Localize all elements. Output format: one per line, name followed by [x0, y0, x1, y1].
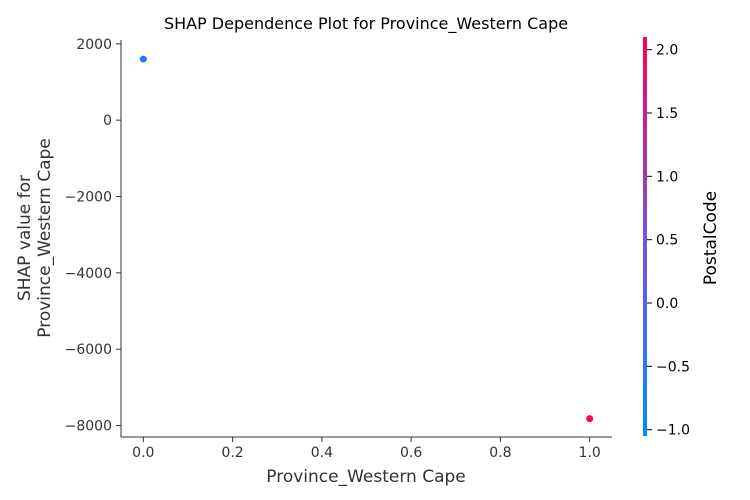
x-tick-label: 1.0: [579, 445, 601, 461]
y-axis-label-line-1: SHAP value for: [15, 175, 35, 301]
colorbar-tick-label: 0.5: [656, 233, 678, 249]
colorbar-ticks: 2.0 1.5 1.0 0.5 0.0 −0.5 −1.0: [647, 43, 690, 439]
x-tick-label: 0.8: [489, 445, 511, 461]
scatter-point: [586, 415, 594, 423]
y-ticks: 2000 0 −2000 −4000 −6000 −8000: [65, 37, 121, 435]
colorbar-tick-label: 2.0: [656, 43, 678, 59]
y-tick-label: −4000: [65, 266, 112, 282]
colorbar-label: PostalCode: [701, 191, 721, 285]
plot-area: 0.0 0.2 0.4 0.6 0.8 1.0 2000 0 −2000 −4000 −6000 −…: [65, 37, 612, 461]
y-tick-label: −8000: [65, 419, 112, 435]
x-tick-label: 0.4: [311, 445, 333, 461]
colorbar-tick-label: 0.0: [656, 296, 678, 312]
chart-title: SHAP Dependence Plot for Province_Wester…: [164, 14, 568, 34]
y-tick-label: −6000: [65, 342, 112, 358]
y-tick-label: 2000: [76, 37, 112, 53]
colorbar-tick-label: 1.5: [656, 106, 678, 122]
colorbar-tick-label: −1.0: [656, 423, 690, 439]
colorbar: 2.0 1.5 1.0 0.5 0.0 −0.5 −1.0: [643, 37, 690, 439]
x-ticks: 0.0 0.2 0.4 0.6 0.8 1.0: [132, 437, 601, 461]
colorbar-tick-label: −0.5: [656, 359, 690, 375]
y-axis-label-line-2: Province_Western Cape: [35, 138, 55, 338]
colorbar-gradient: [643, 37, 647, 436]
scatter-points: [139, 55, 594, 423]
colorbar-tick-label: 1.0: [656, 169, 678, 185]
scatter-point: [139, 55, 147, 63]
x-axis-label: Province_Western Cape: [266, 467, 466, 487]
y-tick-label: −2000: [65, 190, 112, 206]
x-tick-label: 0.0: [132, 445, 154, 461]
y-tick-label: 0: [103, 113, 112, 129]
x-tick-label: 0.2: [221, 445, 243, 461]
x-tick-label: 0.6: [400, 445, 422, 461]
